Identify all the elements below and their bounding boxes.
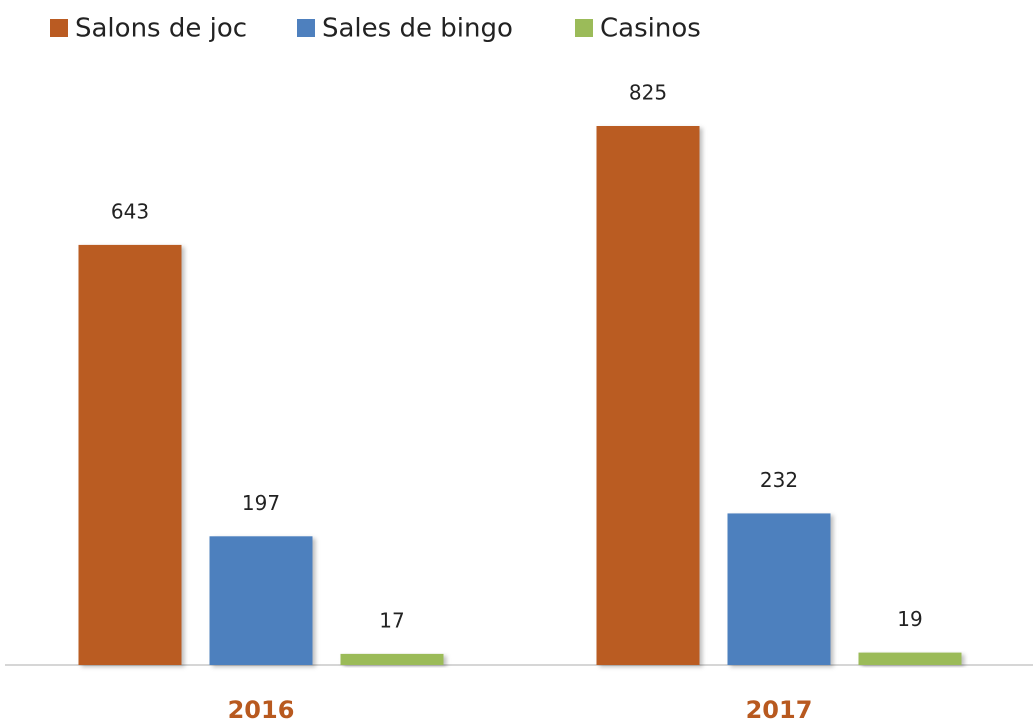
data-label: 19 (897, 607, 922, 631)
legend-swatch (297, 19, 315, 37)
data-label: 232 (760, 468, 798, 492)
data-label: 825 (629, 81, 667, 105)
bar (727, 513, 831, 665)
x-tick-label: 2016 (228, 696, 295, 724)
data-label: 197 (242, 491, 280, 515)
bar (78, 244, 182, 665)
data-label: 643 (111, 199, 149, 223)
data-label: 17 (379, 608, 404, 632)
legend-swatch (50, 19, 68, 37)
x-tick-label: 2017 (746, 696, 813, 724)
bar (858, 652, 962, 665)
legend-label: Salons de joc (75, 14, 247, 44)
bar (596, 126, 700, 665)
legend-label: Casinos (600, 14, 701, 44)
legend-label: Sales de bingo (322, 14, 513, 44)
bar (209, 536, 313, 665)
legend-swatch (575, 19, 593, 37)
bar (340, 653, 444, 665)
